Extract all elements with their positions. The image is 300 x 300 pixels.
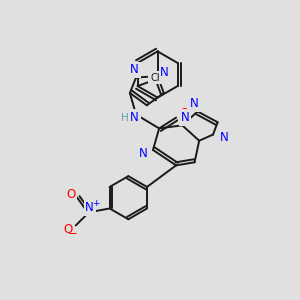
Text: −: − [68, 226, 78, 240]
Text: N: N [181, 111, 190, 124]
Text: CH₃: CH₃ [150, 73, 168, 82]
Text: O: O [179, 107, 188, 120]
Text: N: N [160, 67, 169, 80]
Text: N: N [140, 146, 148, 160]
Text: H: H [122, 112, 129, 123]
Text: O: O [64, 223, 73, 236]
Text: N: N [130, 63, 139, 76]
Text: O: O [67, 188, 76, 201]
Text: N: N [130, 111, 139, 124]
Text: N: N [190, 97, 199, 110]
Text: N: N [219, 131, 228, 144]
Text: +: + [92, 200, 100, 208]
Text: N: N [85, 201, 94, 214]
